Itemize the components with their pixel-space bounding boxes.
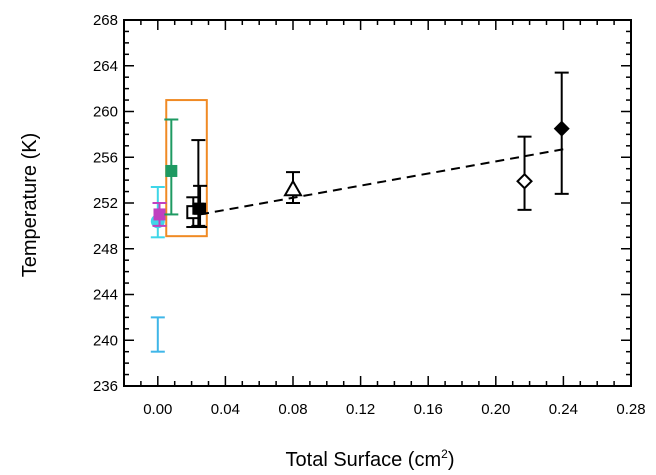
y-tick-label: 256 [93,149,118,166]
y-tick-label: 244 [93,287,118,304]
y-tick-label: 268 [93,12,118,29]
x-tick-label: 0.28 [616,401,645,418]
data-point [165,164,178,177]
x-tick-label: 0.08 [278,401,307,418]
x-tick-label: 0.12 [346,401,375,418]
x-tick-label: 0.16 [414,401,443,418]
y-tick-label: 264 [93,58,118,75]
data-point [516,172,533,190]
data-point [283,179,303,197]
data-point [153,208,166,221]
fit-line [199,148,564,216]
y-tick-label: 248 [93,241,118,258]
data-point [553,120,570,137]
data-point [194,202,207,215]
x-axis-title: Total Surface (cm2) [286,447,455,471]
x-tick-label: 0.24 [549,401,578,418]
plot-area [123,19,632,387]
x-tick-label: 0.00 [143,401,172,418]
x-axis: 0.00 0.04 0.08 0.12 0.16 0.20 0.24 0.28 [123,20,646,418]
y-tick-label: 236 [93,378,118,395]
y-axis-title: Temperature (K) [19,133,41,278]
x-tick-label: 0.20 [481,401,510,418]
y-tick-label: 260 [93,104,118,121]
y-tick-label: 240 [93,332,118,349]
y-tick-label: 252 [93,195,118,212]
y-axis: 236 240 244 248 252 256 260 264 268 [93,12,631,395]
x-tick-label: 0.04 [211,401,240,418]
